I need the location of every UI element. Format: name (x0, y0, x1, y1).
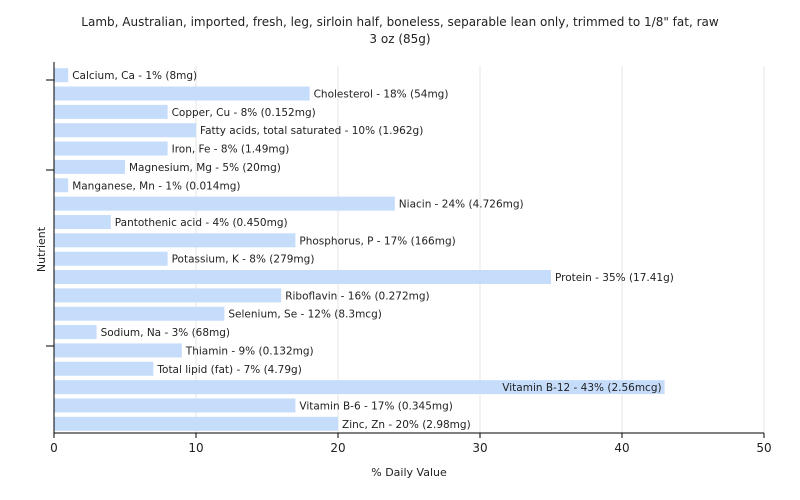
bar-label: Niacin - 24% (4.726mg) (399, 199, 524, 211)
chart-title: Lamb, Australian, imported, fresh, leg, … (81, 15, 719, 29)
bar-label: Sodium, Na - 3% (68mg) (101, 327, 230, 339)
bar[interactable] (54, 325, 97, 340)
bar[interactable] (54, 104, 168, 119)
y-axis-label: Nutrient (35, 226, 48, 272)
bar[interactable] (54, 141, 168, 156)
bar-label: Vitamin B-12 - 43% (2.56mcg) (502, 382, 661, 394)
bar[interactable] (54, 398, 296, 413)
x-tick-label: 40 (614, 441, 629, 455)
bar-label: Zinc, Zn - 20% (2.98mg) (342, 419, 471, 431)
bar-label: Copper, Cu - 8% (0.152mg) (172, 107, 316, 119)
bar-label: Protein - 35% (17.41g) (555, 272, 674, 284)
bar-label: Calcium, Ca - 1% (8mg) (72, 70, 197, 82)
x-tick-label: 50 (756, 441, 771, 455)
bar[interactable] (54, 214, 111, 229)
bar[interactable] (54, 343, 182, 358)
bar-label: Phosphorus, P - 17% (166mg) (299, 235, 455, 247)
bar-label: Total lipid (fat) - 7% (4.79g) (156, 364, 301, 376)
bar[interactable] (54, 380, 665, 395)
bar[interactable] (54, 251, 168, 266)
bar[interactable] (54, 196, 395, 211)
bar-label: Fatty acids, total saturated - 10% (1.96… (200, 125, 423, 137)
bar[interactable] (54, 270, 551, 285)
bar-label: Pantothenic acid - 4% (0.450mg) (115, 217, 288, 229)
bar[interactable] (54, 123, 196, 138)
bar[interactable] (54, 233, 296, 248)
bar-label: Magnesium, Mg - 5% (20mg) (129, 162, 281, 174)
x-tick-label: 20 (330, 441, 345, 455)
bar[interactable] (54, 306, 225, 321)
x-tick-label: 0 (50, 441, 58, 455)
bar-label: Manganese, Mn - 1% (0.014mg) (72, 180, 240, 192)
bar[interactable] (54, 86, 310, 101)
x-tick-label: 10 (188, 441, 203, 455)
bar-label: Iron, Fe - 8% (1.49mg) (172, 144, 290, 156)
bar[interactable] (54, 416, 338, 431)
bar-label: Vitamin B-6 - 17% (0.345mg) (299, 400, 453, 412)
bar[interactable] (54, 68, 69, 83)
bar-label: Thiamin - 9% (0.132mg) (185, 345, 314, 357)
bar[interactable] (54, 288, 282, 303)
x-axis-label: % Daily Value (371, 466, 447, 479)
bar[interactable] (54, 178, 69, 193)
bar-label: Riboflavin - 16% (0.272mg) (285, 290, 429, 302)
bar[interactable] (54, 361, 154, 376)
bar-label: Potassium, K - 8% (279mg) (172, 254, 315, 266)
bar-label: Cholesterol - 18% (54mg) (314, 89, 449, 101)
bar[interactable] (54, 159, 125, 174)
bar-label: Selenium, Se - 12% (8.3mcg) (228, 309, 381, 321)
chart-subtitle: 3 oz (85g) (369, 32, 431, 46)
x-tick-label: 30 (472, 441, 487, 455)
